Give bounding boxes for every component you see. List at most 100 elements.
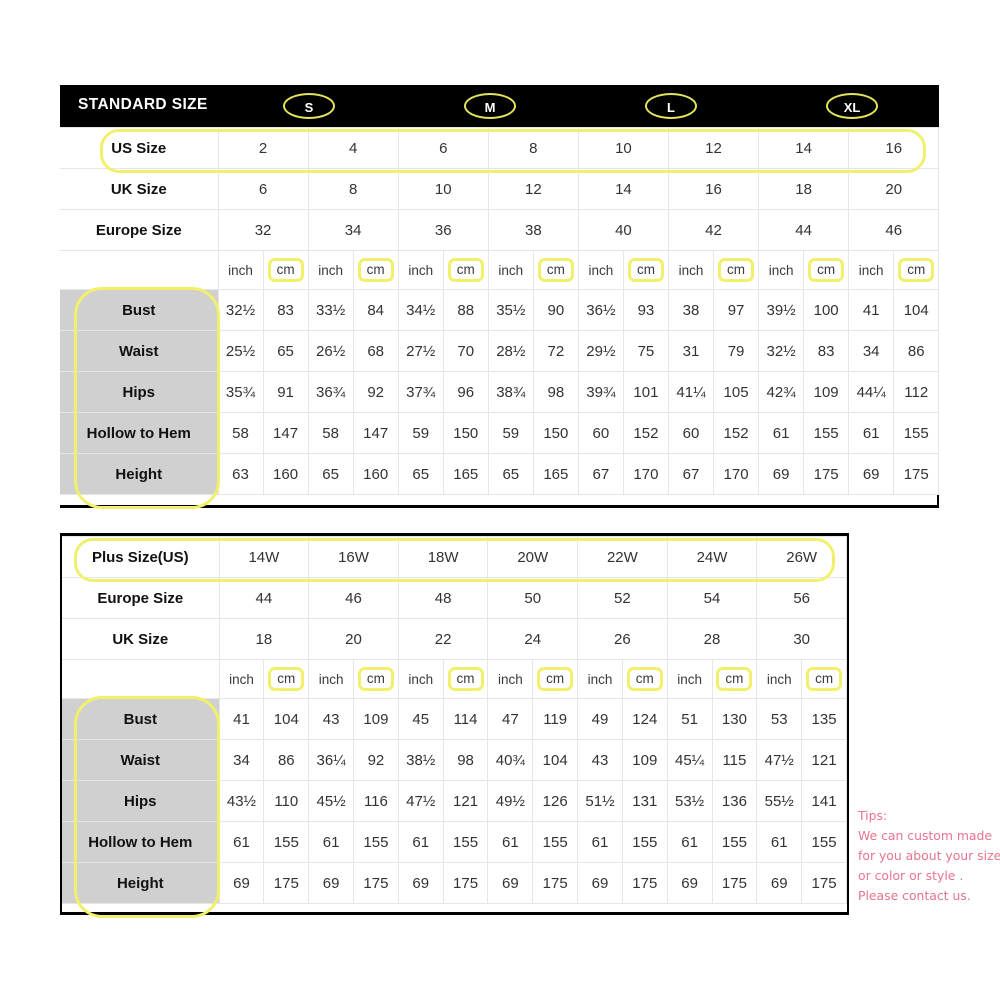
cell: 63 xyxy=(217,453,264,495)
unit-inch: inch xyxy=(577,250,624,290)
cell: 39¾ xyxy=(577,371,624,413)
cell: 86 xyxy=(263,739,310,781)
unit-cm: cm xyxy=(622,250,669,290)
cell: 24 xyxy=(487,618,579,660)
cell: 121 xyxy=(442,780,489,822)
cell: 16 xyxy=(848,127,940,169)
cell: 8 xyxy=(487,127,579,169)
cell: 44¼ xyxy=(848,371,895,413)
unit-cm: cm xyxy=(893,250,940,290)
cell: 28 xyxy=(666,618,758,660)
cell: 104 xyxy=(893,289,940,331)
row-label-plus-size-us: Plus Size(US) xyxy=(62,536,220,578)
cell: 36½ xyxy=(577,289,624,331)
table-row: US Size 2 4 6 8 10 12 14 16 xyxy=(60,127,940,169)
cell: 155 xyxy=(803,412,850,454)
cell: 16 xyxy=(667,168,760,210)
cell: 83 xyxy=(262,289,309,331)
row-label-hollow-to-hem: Hollow to Hem xyxy=(60,412,219,454)
cell: 86 xyxy=(893,330,940,372)
cell: 26W xyxy=(756,536,847,578)
cell: 65 xyxy=(487,453,534,495)
table-row-units: inch cm inch cm inch cm inch cm inch cm … xyxy=(62,659,847,699)
cell: 59 xyxy=(397,412,444,454)
cell: 43 xyxy=(577,739,623,781)
cell: 160 xyxy=(262,453,309,495)
cell: 26 xyxy=(577,618,668,660)
cm-highlight: cm xyxy=(626,667,663,691)
cell: 84 xyxy=(352,289,399,331)
unit-inch: inch xyxy=(577,659,623,699)
cell: 83 xyxy=(803,330,850,372)
cell: 20 xyxy=(848,168,940,210)
cell: 28½ xyxy=(487,330,534,372)
cell: 32 xyxy=(217,209,309,251)
cell: 69 xyxy=(577,862,623,904)
unit-cm: cm xyxy=(532,659,579,699)
plus-size-table: Plus Size(US) 14W 16W 18W 20W 22W 24W 26… xyxy=(62,536,847,904)
cell: 49 xyxy=(577,698,623,740)
cell: 38 xyxy=(487,209,579,251)
row-label-hips: Hips xyxy=(62,780,220,822)
cell: 33½ xyxy=(307,289,354,331)
cell: 16W xyxy=(308,536,399,578)
cell: 175 xyxy=(442,862,489,904)
cell: 90 xyxy=(532,289,579,331)
cell: 175 xyxy=(893,453,940,495)
tips-line-4: or color or style . xyxy=(858,868,964,883)
cell: 65 xyxy=(262,330,309,372)
cell: 141 xyxy=(801,780,847,822)
cell: 29½ xyxy=(577,330,624,372)
cell: 97 xyxy=(713,289,760,331)
cell: 22W xyxy=(577,536,668,578)
cell: 31 xyxy=(667,330,715,372)
cell: 112 xyxy=(893,371,940,413)
cell: 30 xyxy=(756,618,847,660)
cell: 37¾ xyxy=(397,371,444,413)
table-row: Hips 43½ 110 45½ 116 47½ 121 49½ 126 51½… xyxy=(62,780,847,822)
cell: 44 xyxy=(758,209,850,251)
cell: 43½ xyxy=(218,780,265,822)
cell: 61 xyxy=(848,412,895,454)
cell: 105 xyxy=(713,371,760,413)
cm-highlight: cm xyxy=(357,667,394,691)
unit-cm: cm xyxy=(352,250,399,290)
cell: 155 xyxy=(532,821,579,863)
table-row: Plus Size(US) 14W 16W 18W 20W 22W 24W 26… xyxy=(62,536,847,578)
cell: 32½ xyxy=(217,289,264,331)
cell: 69 xyxy=(758,453,805,495)
cell: 25½ xyxy=(217,330,264,372)
cell: 53½ xyxy=(666,780,713,822)
standard-size-chart: STANDARD SIZE S M L XL US Size 2 4 6 8 1… xyxy=(60,85,940,509)
table-row: Height 69 175 69 175 69 175 69 175 69 17… xyxy=(62,862,847,904)
cell: 175 xyxy=(353,862,399,904)
unit-inch: inch xyxy=(487,250,534,290)
cell: 101 xyxy=(622,371,669,413)
cell: 155 xyxy=(263,821,310,863)
cell: 130 xyxy=(711,698,758,740)
cell: 45½ xyxy=(308,780,354,822)
cell: 55½ xyxy=(756,780,803,822)
cell: 175 xyxy=(711,862,758,904)
cell: 61 xyxy=(577,821,623,863)
cell: 61 xyxy=(487,821,534,863)
cell: 110 xyxy=(263,780,310,822)
cell: 155 xyxy=(801,821,847,863)
table-row: Bust 32½ 83 33½ 84 34½ 88 35½ 90 36½ 93 … xyxy=(60,289,940,331)
cell: 155 xyxy=(621,821,668,863)
cm-highlight: cm xyxy=(268,667,305,691)
unit-cm: cm xyxy=(353,659,399,699)
size-badge-m: M xyxy=(464,93,516,119)
cell: 43 xyxy=(308,698,354,740)
cell: 150 xyxy=(532,412,579,454)
cm-highlight: cm xyxy=(718,258,755,282)
cell: 147 xyxy=(262,412,309,454)
cell: 48 xyxy=(397,577,489,619)
table-row: UK Size 18 20 22 24 26 28 30 xyxy=(62,618,847,660)
cell: 4 xyxy=(307,127,399,169)
cell: 67 xyxy=(667,453,715,495)
cell: 61 xyxy=(666,821,713,863)
table-row: Waist 25½ 65 26½ 68 27½ 70 28½ 72 29½ 75… xyxy=(60,330,940,372)
cell: 27½ xyxy=(397,330,444,372)
row-label-units xyxy=(62,659,220,699)
